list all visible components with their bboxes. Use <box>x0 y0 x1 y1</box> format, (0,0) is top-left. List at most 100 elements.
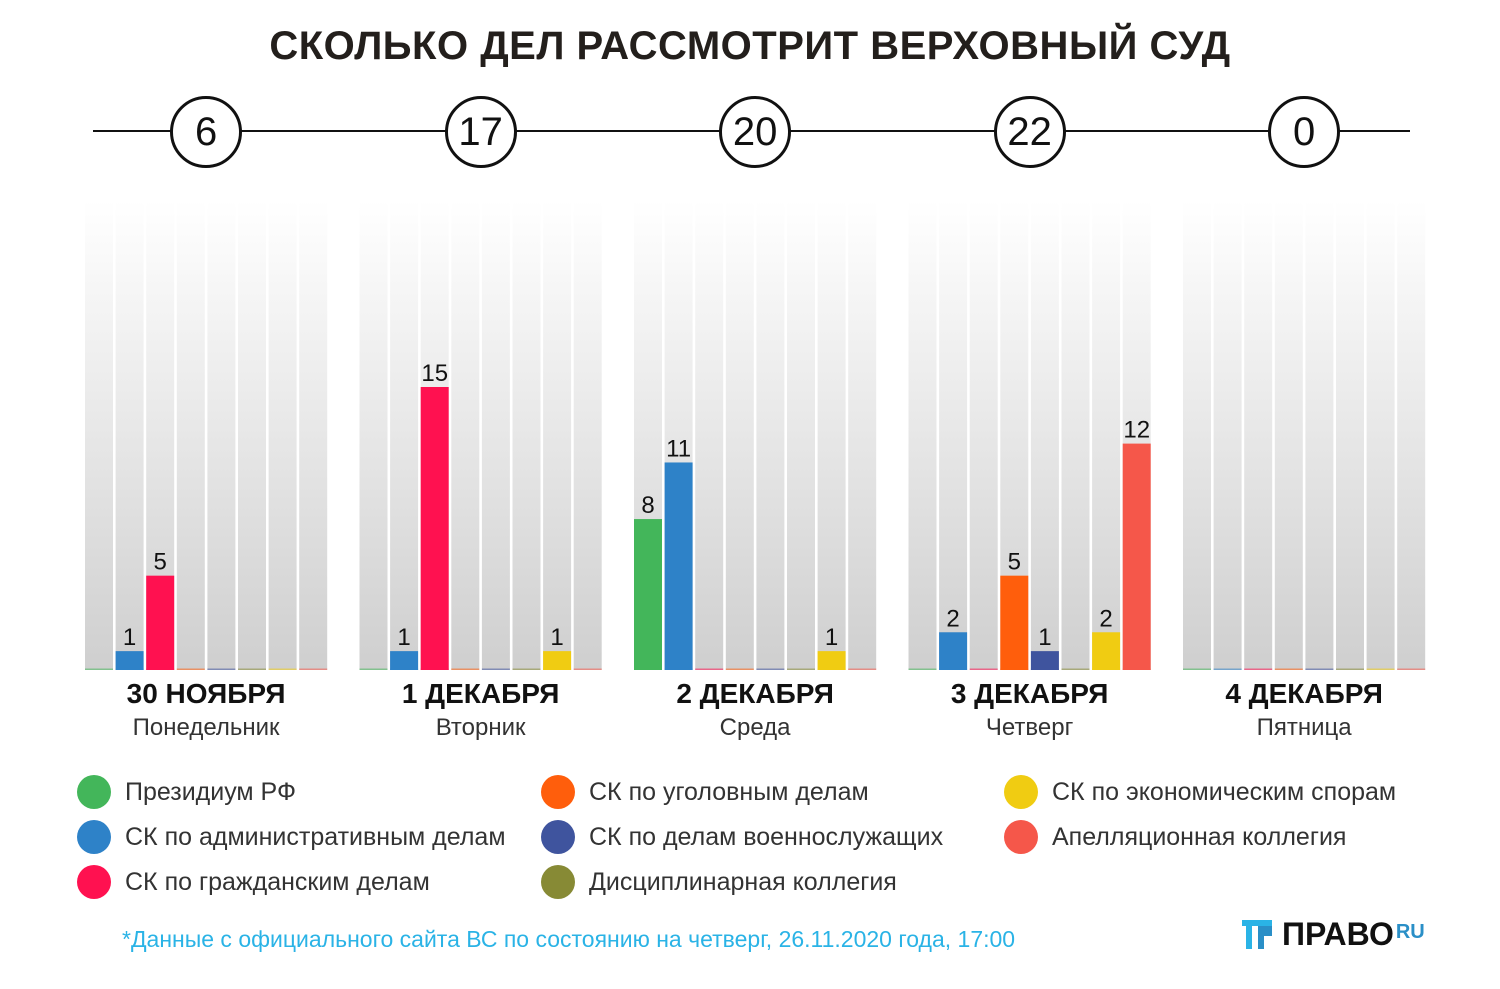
bar-background-column <box>1244 200 1273 670</box>
day-total-circle: 22 <box>993 96 1066 168</box>
legend-item: СК по уголовным делам <box>541 774 869 810</box>
bar-value-label: 2 <box>1099 605 1112 632</box>
bar-value-label: 5 <box>1008 549 1021 576</box>
bar-background-column <box>1274 200 1303 670</box>
bar-baseline <box>1336 668 1364 670</box>
day-date-label: 4 ДЕКАБРЯ <box>1225 678 1383 709</box>
bar <box>634 519 662 670</box>
bar-value-label: 5 <box>154 549 167 576</box>
bar-baseline <box>238 668 266 670</box>
legend-label: СК по экономическим спорам <box>1052 777 1397 806</box>
legend-swatch-icon <box>1004 775 1038 809</box>
bar <box>1092 632 1121 670</box>
bar <box>115 651 144 670</box>
bar-baseline <box>848 668 877 670</box>
bar-baseline <box>481 668 510 670</box>
legend-label: СК по гражданским делам <box>125 867 430 896</box>
bar-baseline <box>725 668 754 670</box>
bar-background-column <box>725 200 754 670</box>
bar-background-column <box>268 200 297 670</box>
bar-baseline <box>451 668 480 670</box>
bar <box>390 651 419 670</box>
bar-baseline <box>1366 668 1395 670</box>
legend-swatch-icon <box>77 820 111 854</box>
legend-swatch-icon <box>77 865 111 899</box>
bar-baseline <box>787 668 815 670</box>
legend-item: Президиум РФ <box>77 774 296 810</box>
legend-label: Дисциплинарная коллегия <box>589 867 897 896</box>
bar-baseline <box>695 668 724 670</box>
bar-background-column <box>1061 200 1090 670</box>
bar-baseline <box>573 668 602 670</box>
logo-suffix: RU <box>1395 921 1425 943</box>
legend-swatch-icon <box>541 820 575 854</box>
bar-background-column <box>908 200 937 670</box>
bar-background-column <box>756 200 785 670</box>
bar-value-label: 1 <box>550 624 563 651</box>
bar-baseline <box>1397 668 1426 670</box>
bar-background-column <box>238 200 266 670</box>
day-weekday-label: Пятница <box>1256 714 1352 741</box>
bar-background-column <box>390 200 419 670</box>
bar-baseline <box>1244 668 1273 670</box>
bar-background-column <box>1213 200 1242 670</box>
bar-background-column <box>1183 200 1211 670</box>
bar-baseline <box>512 668 541 670</box>
bar-background-column <box>512 200 541 670</box>
pravo-logo: ПРАВО RU <box>1240 915 1425 951</box>
bar-baseline <box>1213 668 1242 670</box>
bar-value-label: 1 <box>397 624 410 651</box>
legend-swatch-icon <box>1004 820 1038 854</box>
bar-value-label: 2 <box>946 605 959 632</box>
bar-value-label: 1 <box>825 624 838 651</box>
bar-value-label: 1 <box>1038 624 1051 651</box>
bar-value-label: 15 <box>421 360 448 387</box>
bar-background-column <box>1366 200 1395 670</box>
bar-background-column <box>1305 200 1334 670</box>
bar-baseline <box>207 668 236 670</box>
bar-background-column <box>1397 200 1426 670</box>
bar <box>543 651 572 670</box>
day-total-circle: 20 <box>719 96 792 168</box>
bar-baseline <box>176 668 205 670</box>
bar-background-column <box>176 200 205 670</box>
day-weekday-label: Вторник <box>435 714 526 741</box>
day-total-circle: 6 <box>170 96 243 168</box>
bar-baseline <box>908 668 937 670</box>
legend-label: Апелляционная коллегия <box>1052 822 1347 851</box>
bar-background-column <box>787 200 815 670</box>
chart-title: СКОЛЬКО ДЕЛ РАССМОТРИТ ВЕРХОВНЫЙ СУД <box>269 24 1231 68</box>
legend-item: Дисциплинарная коллегия <box>541 864 897 900</box>
legend-item: СК по делам военнослужащих <box>541 819 943 855</box>
day-total-circle: 0 <box>1268 96 1341 168</box>
bar-baseline <box>969 668 998 670</box>
legend-label: СК по делам военнослужащих <box>589 822 944 851</box>
bar-value-label: 12 <box>1123 417 1150 444</box>
bar <box>1000 575 1029 670</box>
day-total-circle: 17 <box>444 96 517 168</box>
bar-baseline <box>85 668 113 670</box>
bar-baseline <box>268 668 297 670</box>
bar-background-column <box>451 200 480 670</box>
logo-text: ПРАВО <box>1282 916 1394 952</box>
day-date-label: 1 ДЕКАБРЯ <box>401 678 560 709</box>
legend-swatch-icon <box>541 775 575 809</box>
pravo-logo-icon <box>1242 920 1272 949</box>
bar-background-column <box>817 200 846 670</box>
bar-value-label: 1 <box>123 624 136 651</box>
bar-background-column <box>207 200 236 670</box>
bar-background-column <box>115 200 144 670</box>
legend-swatch-icon <box>541 865 575 899</box>
day-date-label: 3 ДЕКАБРЯ <box>950 678 1109 709</box>
bar-baseline <box>756 668 785 670</box>
legend-item: СК по гражданским делам <box>77 864 430 900</box>
bar-background-column <box>85 200 113 670</box>
bar <box>1030 651 1059 670</box>
bar-background-column <box>543 200 572 670</box>
day-date-label: 30 НОЯБРЯ <box>126 678 286 709</box>
legend-item: Апелляционная коллегия <box>1004 819 1346 855</box>
legend-label: СК по административным делам <box>125 822 506 851</box>
bar <box>420 387 449 670</box>
bar-baseline <box>1183 668 1211 670</box>
